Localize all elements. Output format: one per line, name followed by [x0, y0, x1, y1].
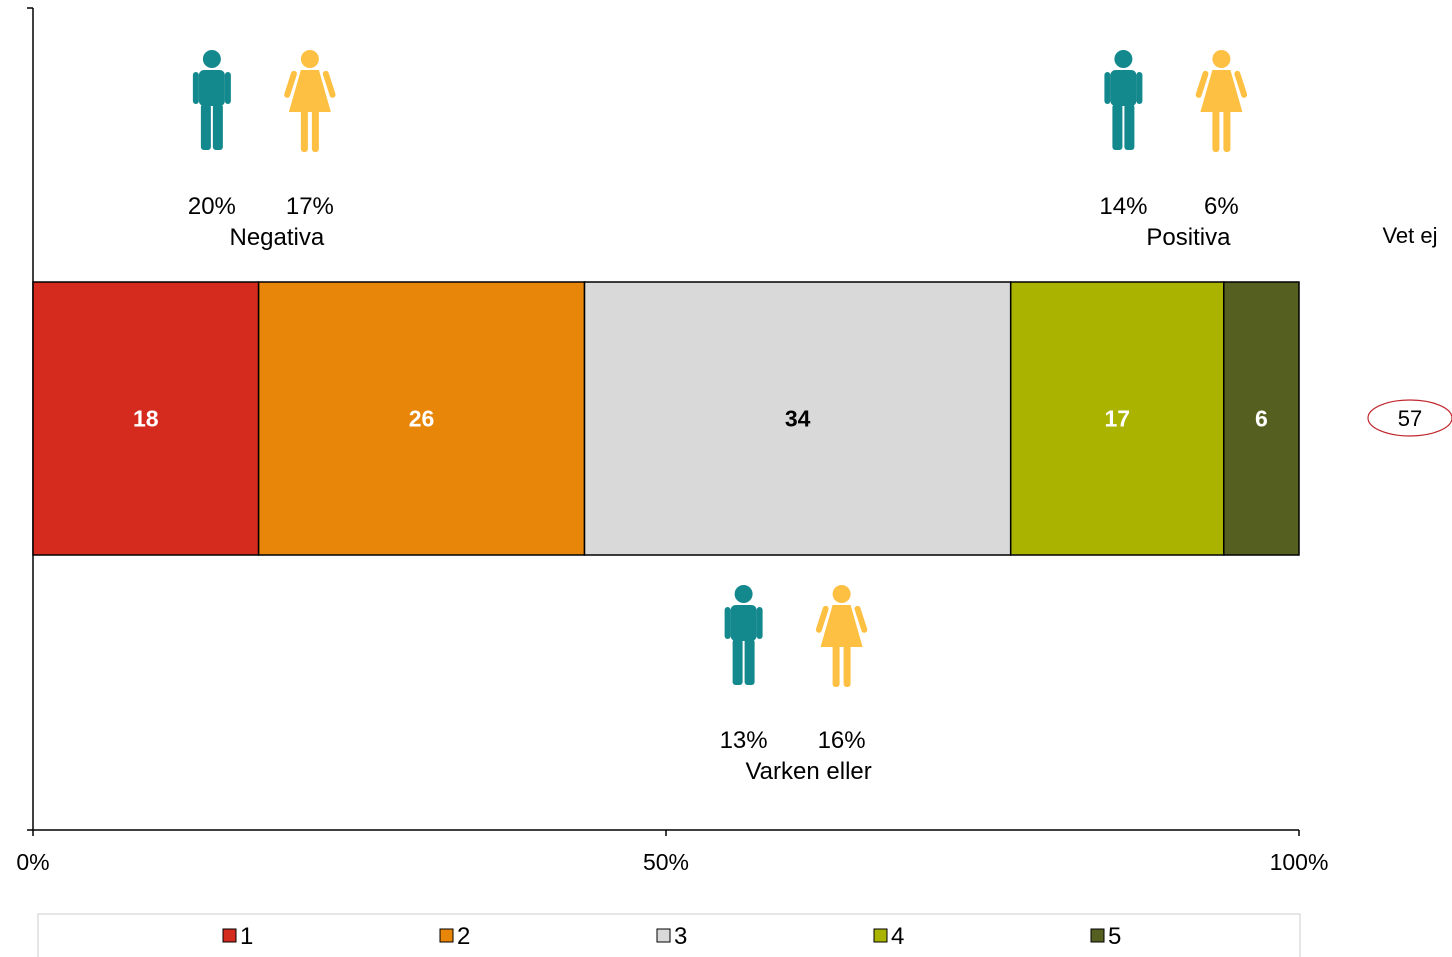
- group-label: Negativa: [230, 224, 325, 251]
- men-percent: 20%: [188, 193, 236, 220]
- bar-segment-5: [1223, 281, 1300, 556]
- man-icon: [724, 585, 763, 685]
- man-icon: [192, 50, 231, 150]
- legend-swatch: [656, 928, 671, 943]
- bar-value-label: 18: [133, 406, 159, 432]
- legend-label: 2: [457, 923, 470, 950]
- gender-annotations: 20% 17% Negativa 13% 16% Varken eller 14% 6% Pos…: [188, 50, 1248, 785]
- legend-swatch: [222, 928, 237, 943]
- bar-value-label: 34: [785, 406, 811, 432]
- vet-ej-circle: [1367, 399, 1452, 437]
- legend-label: 5: [1108, 923, 1121, 950]
- legend-label: 3: [674, 923, 687, 950]
- vet-ej-value: 57: [1398, 406, 1422, 431]
- bar-segments: 18 26 34 17 6: [32, 281, 1300, 556]
- vet-ej-label: Vet ej: [1382, 223, 1437, 248]
- legend-label: 4: [891, 923, 904, 950]
- man-icon: [1104, 50, 1143, 150]
- bar-segment-1: [32, 281, 260, 556]
- woman-icon: [1195, 50, 1248, 152]
- bar-segment-4: [1009, 281, 1225, 556]
- women-percent: 6%: [1204, 193, 1239, 220]
- women-percent: 17%: [286, 193, 334, 220]
- bar-value-label: 17: [1104, 406, 1130, 432]
- x-tick-label: 0%: [16, 849, 49, 875]
- men-percent: 13%: [720, 727, 768, 754]
- group-label: Varken eller: [745, 758, 871, 785]
- legend-swatch: [1090, 928, 1105, 943]
- bar-value-label: 6: [1255, 406, 1268, 432]
- legend-swatch: [873, 928, 888, 943]
- legend-swatch: [439, 928, 454, 943]
- woman-icon: [284, 50, 336, 152]
- men-percent: 14%: [1099, 193, 1147, 220]
- bar-segment-3: [583, 281, 1012, 556]
- legend: 1 2 3 4 5: [222, 923, 1121, 950]
- legend-label: 1: [240, 923, 253, 950]
- bar-value-label: 26: [409, 406, 435, 432]
- x-tick-label: 50%: [643, 849, 689, 875]
- group-label: Positiva: [1146, 224, 1231, 251]
- woman-icon: [815, 585, 868, 687]
- women-percent: 16%: [818, 727, 866, 754]
- x-tick-label: 100%: [1270, 849, 1329, 875]
- x-ticks: 0% 50% 100%: [16, 830, 1328, 875]
